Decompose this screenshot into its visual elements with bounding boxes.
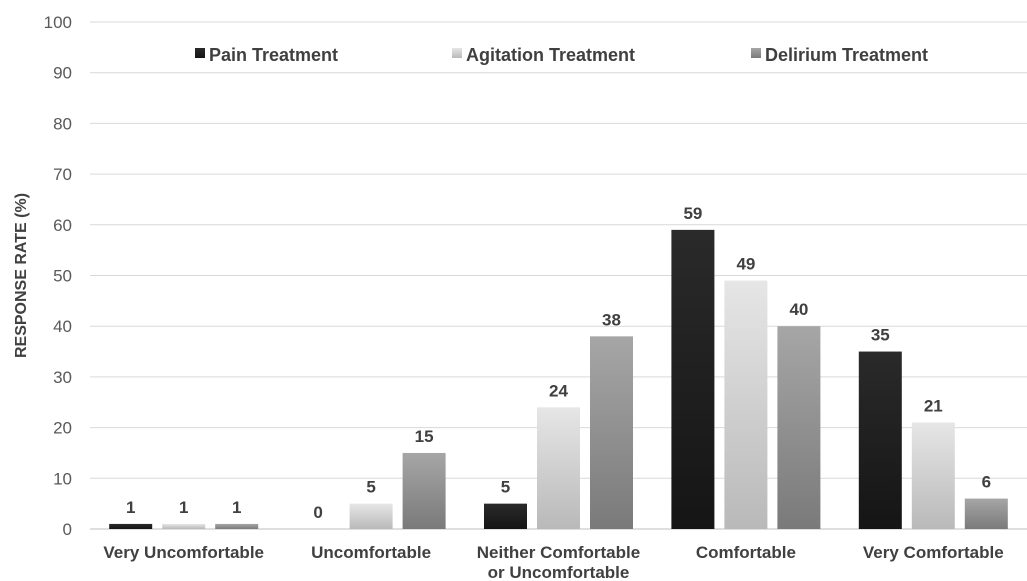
data-label: 59 (683, 204, 702, 223)
category-label: Comfortable (696, 543, 796, 562)
bar-1-3 (484, 503, 527, 529)
bar-3-3 (590, 336, 633, 529)
category-label: Uncomfortable (311, 543, 431, 562)
category-label: Neither Comfortable (477, 543, 640, 562)
data-label: 35 (871, 326, 890, 345)
y-axis-ticks: 0 10 20 30 40 50 60 70 80 90 100 (44, 13, 72, 539)
data-label: 0 (313, 503, 322, 522)
bar-3-4 (777, 326, 821, 529)
y-tick-label: 10 (53, 469, 72, 488)
bar-2-2 (349, 503, 393, 529)
bar-1-5 (858, 351, 902, 529)
category-label: Very Comfortable (863, 543, 1004, 562)
bars (109, 229, 1008, 529)
legend-swatch (751, 48, 761, 58)
data-label: 40 (789, 300, 808, 319)
y-tick-label: 100 (44, 13, 72, 32)
bar-2-3 (537, 407, 580, 529)
y-tick-label: 40 (53, 317, 72, 336)
legend-swatch (452, 48, 462, 58)
bar-3-5 (964, 498, 1008, 529)
y-tick-label: 90 (53, 64, 72, 83)
data-label: 1 (232, 498, 241, 517)
bar-1-1 (109, 523, 153, 529)
y-tick-label: 20 (53, 419, 72, 438)
bar-1-4 (671, 229, 715, 529)
legend: Pain Treatment Agitation Treatment Deliriu… (195, 45, 928, 65)
gridlines (90, 21, 1027, 530)
category-label: or Uncomfortable (488, 563, 630, 581)
bar-3-1 (215, 523, 259, 529)
y-tick-label: 0 (63, 520, 72, 539)
data-label: 5 (501, 478, 510, 497)
data-label: 24 (549, 381, 568, 400)
data-label: 5 (366, 478, 375, 497)
y-axis-label: RESPONSE RATE (%) (13, 193, 30, 358)
bar-2-1 (162, 523, 206, 529)
legend-swatch (195, 48, 205, 58)
y-tick-label: 50 (53, 267, 72, 286)
bar-2-5 (911, 422, 955, 529)
x-axis-categories: Very Uncomfortable Uncomfortable Neither C… (103, 543, 1003, 581)
data-label: 15 (415, 427, 434, 446)
y-tick-label: 30 (53, 368, 72, 387)
data-label: 1 (126, 498, 135, 517)
y-tick-label: 60 (53, 216, 72, 235)
bar-3-2 (402, 452, 446, 529)
data-label: 21 (924, 397, 943, 416)
legend-label: Delirium Treatment (765, 45, 928, 65)
data-label: 1 (179, 498, 188, 517)
legend-label: Pain Treatment (209, 45, 338, 65)
y-tick-label: 70 (53, 165, 72, 184)
y-tick-label: 80 (53, 114, 72, 133)
data-label: 49 (736, 255, 755, 274)
bar-2-4 (724, 280, 768, 529)
data-label: 38 (602, 310, 621, 329)
legend-label: Agitation Treatment (466, 45, 635, 65)
category-label: Very Uncomfortable (103, 543, 264, 562)
data-label: 6 (982, 473, 991, 492)
data-labels: 1 1 1 0 5 15 5 24 38 59 49 40 35 21 6 (126, 204, 991, 522)
